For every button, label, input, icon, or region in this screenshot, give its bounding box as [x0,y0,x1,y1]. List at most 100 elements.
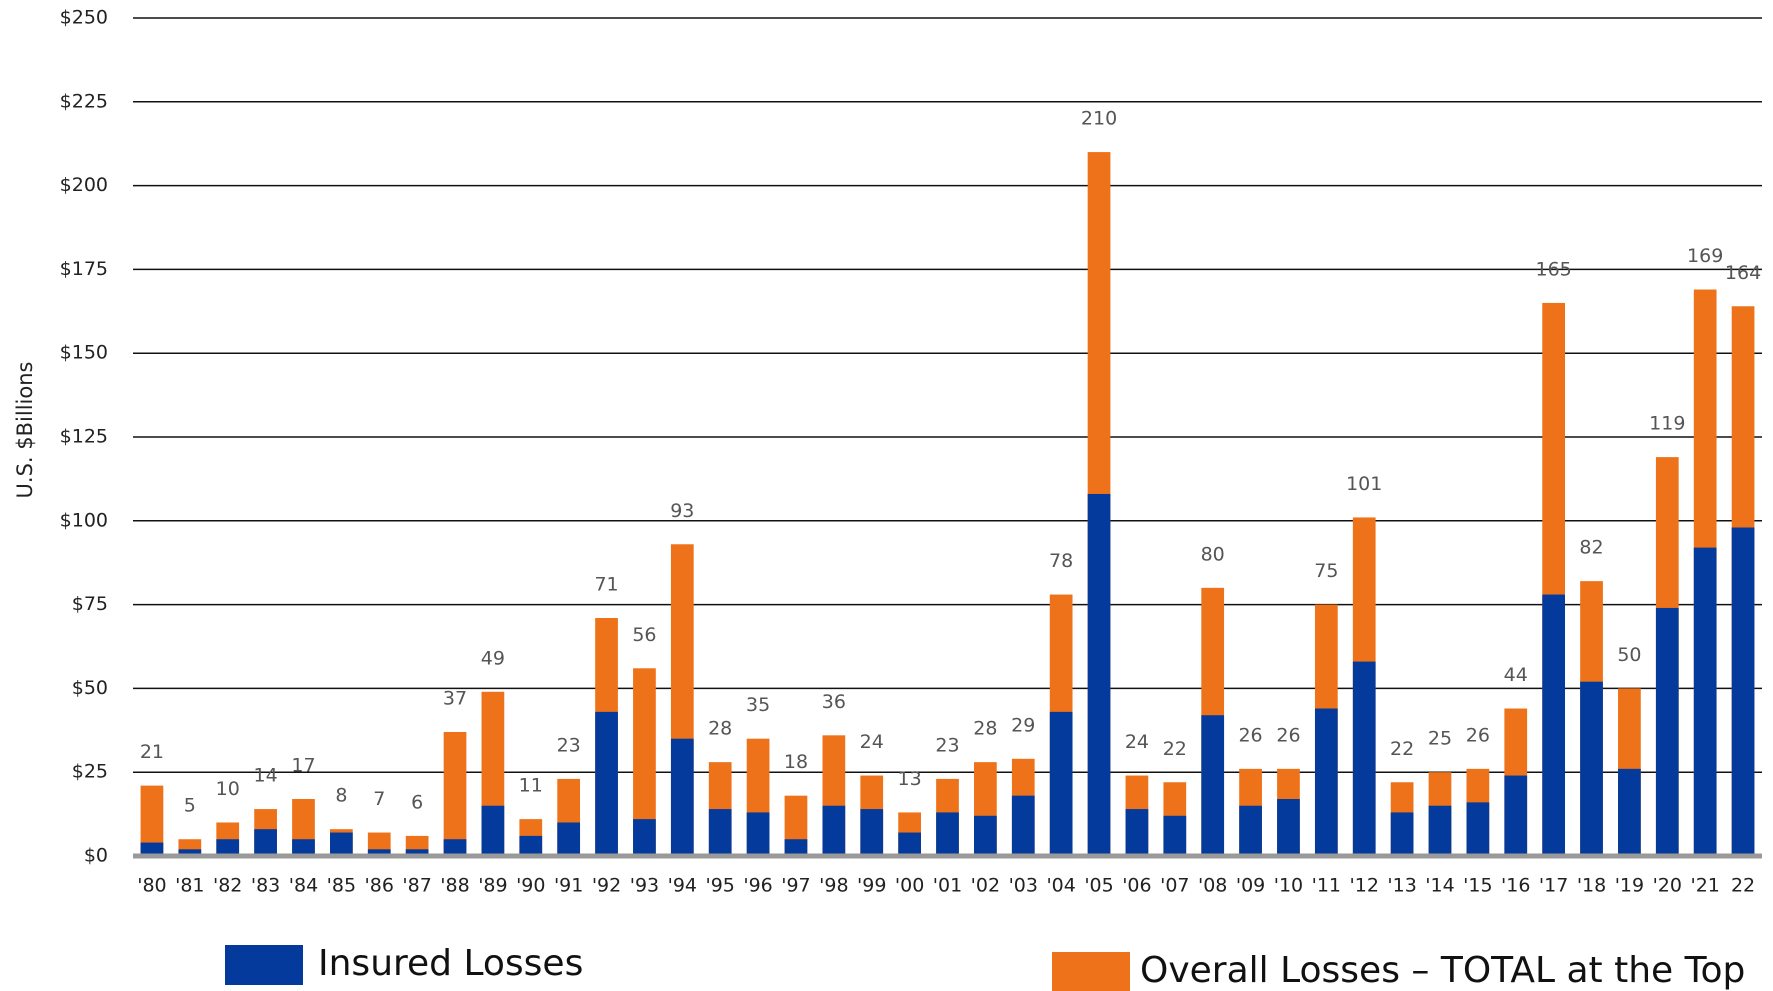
data-label: 6 [411,791,423,813]
x-tick-label: '19 [1615,875,1644,897]
legend-swatch [225,945,303,985]
bar [1618,768,1641,856]
x-tick-label: '07 [1160,875,1189,897]
x-tick-label: '92 [592,875,621,897]
y-tick-label: $75 [72,593,108,615]
bar [1277,799,1300,856]
x-tick-label: '82 [213,875,242,897]
x-tick-label: '85 [327,875,356,897]
bar [481,805,505,856]
data-label: 44 [1504,664,1528,686]
x-tick-label: '83 [251,875,280,897]
legend-label: Insured Losses [318,943,583,984]
data-label: 210 [1081,108,1117,130]
data-label: 14 [253,765,277,787]
data-label: 22 [1390,738,1414,760]
x-tick-label: '02 [971,875,1000,897]
bar [633,668,656,856]
x-tick-label: '84 [289,875,318,897]
data-label: 82 [1579,537,1603,559]
x-tick-label: '80 [137,875,166,897]
x-tick-label: '95 [705,875,734,897]
data-label: 5 [184,795,196,817]
x-tick-label: '14 [1425,875,1454,897]
data-label: 164 [1725,262,1761,284]
bar [1466,802,1490,856]
data-label: 71 [594,574,618,596]
y-tick-label: $25 [72,761,108,783]
data-label: 25 [1428,728,1452,750]
x-tick-label: '90 [516,875,545,897]
bar [784,839,808,856]
x-tick-label: '96 [743,875,772,897]
data-label: 80 [1201,543,1225,565]
data-label: 24 [1125,731,1149,753]
bar [1542,594,1566,856]
data-label: 26 [1466,724,1490,746]
data-label: 50 [1617,644,1641,666]
legend-label: Overall Losses – TOTAL at the Top [1140,950,1745,991]
bar [367,849,391,856]
data-label: 75 [1314,560,1338,582]
data-label: 93 [670,500,694,522]
data-label: 24 [860,731,884,753]
bar [292,839,315,856]
bar [1731,527,1755,856]
data-label: 17 [291,755,315,777]
data-label: 11 [519,775,543,797]
bar [1087,493,1111,856]
y-tick-label: $225 [60,90,108,112]
x-tick-label: '12 [1350,875,1379,897]
x-tick-label: '10 [1274,875,1303,897]
data-label: 21 [140,741,164,763]
x-tick-label: '06 [1122,875,1151,897]
bar [519,835,543,856]
data-label: 28 [973,718,997,740]
bar [140,785,164,856]
x-tick-label: '20 [1653,875,1682,897]
x-tick-label: '91 [554,875,583,897]
x-tick-label: '00 [895,875,924,897]
x-tick-label: '81 [175,875,204,897]
data-label: 26 [1238,724,1262,746]
bar [1314,708,1338,856]
data-label: 13 [898,768,922,790]
x-tick-label: '89 [478,875,507,897]
y-tick-label: $175 [60,258,108,280]
bar [708,809,732,856]
x-tick-label: '94 [668,875,697,897]
x-tick-label: 22 [1731,875,1755,897]
data-label: 101 [1346,473,1382,495]
bar [557,822,581,856]
x-tick-label: '18 [1577,875,1606,897]
x-tick-label: '88 [440,875,469,897]
bar [860,809,884,856]
bar [1655,607,1679,856]
bar [822,805,846,856]
x-tick-label: '04 [1046,875,1075,897]
bar [443,839,467,856]
bar [140,842,164,856]
y-tick-label: $100 [60,509,108,531]
x-tick-label: '86 [365,875,394,897]
bar [1504,775,1528,856]
x-tick-label: '01 [933,875,962,897]
x-tick-label: '03 [1009,875,1038,897]
data-label: 29 [1011,714,1035,736]
data-label: 35 [746,694,770,716]
data-label: 23 [935,734,959,756]
data-label: 49 [481,647,505,669]
x-tick-label: '15 [1463,875,1492,897]
bar [1125,809,1149,856]
x-tick-label: '99 [857,875,886,897]
y-tick-label: $0 [84,845,108,867]
bar [1693,547,1717,856]
x-tick-label: '87 [402,875,431,897]
x-tick-label: '08 [1198,875,1227,897]
bar [898,832,921,856]
bar [974,815,997,856]
bar [1011,795,1035,856]
bar [1390,812,1414,856]
y-tick-label: $150 [60,342,108,364]
bar [1201,715,1225,856]
